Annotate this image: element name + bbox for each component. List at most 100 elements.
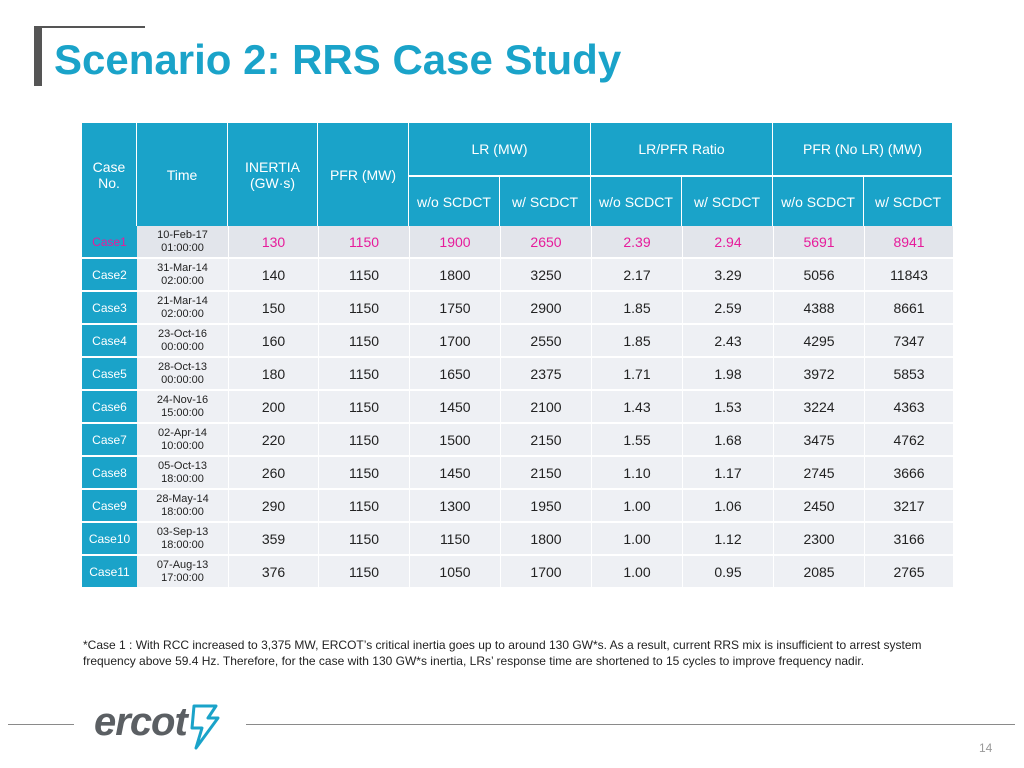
cell-lr-w: 2650 (500, 226, 591, 259)
case-label: Case1 (82, 226, 137, 259)
cell-ratio-wo: 1.55 (591, 424, 682, 457)
cell-ratio-w: 1.12 (682, 523, 774, 556)
header-lr-pfr-ratio: LR/PFR Ratio (591, 123, 774, 175)
case-clock: 17:00:00 (161, 571, 204, 584)
cell-nolr-w: 3166 (864, 523, 954, 556)
cell-lr-wo: 1150 (409, 523, 500, 556)
case-date: 31-Mar-14 (157, 261, 208, 274)
cell-nolr-wo: 2085 (773, 556, 865, 589)
cell-lr-wo: 1800 (409, 259, 500, 292)
cell-pfr: 1150 (318, 226, 409, 259)
cell-lr-w: 2900 (500, 292, 591, 325)
cell-lr-wo: 1500 (409, 424, 500, 457)
cell-ratio-w: 1.98 (682, 358, 774, 391)
table-row: Case11 07-Aug-13 17:00:00 376 1150 1050 1700 1.… (82, 556, 954, 589)
subheader-nolr-wo-scdct: w/o SCDCT (773, 175, 865, 226)
cell-ratio-w: 2.43 (682, 325, 774, 358)
cell-lr-w: 2150 (500, 424, 591, 457)
cell-lr-wo: 1650 (409, 358, 500, 391)
case-label: Case2 (82, 259, 137, 292)
cell-ratio-wo: 1.10 (591, 457, 682, 490)
case-date: 02-Apr-14 (158, 426, 207, 439)
subheader-nolr-w-scdct: w/ SCDCT (864, 175, 954, 226)
case-time: 28-Oct-13 00:00:00 (137, 358, 228, 391)
case-time: 28-May-14 18:00:00 (137, 490, 228, 523)
table-row: Case6 24-Nov-16 15:00:00 200 1150 1450 2100 1.4… (82, 391, 954, 424)
title-accent-bar (34, 26, 42, 86)
cell-pfr: 1150 (318, 490, 409, 523)
case-time: 03-Sep-13 18:00:00 (137, 523, 228, 556)
cell-nolr-w: 3217 (864, 490, 954, 523)
case-clock: 00:00:00 (161, 340, 204, 353)
cell-pfr: 1150 (318, 292, 409, 325)
case-label: Case11 (82, 556, 137, 589)
cell-inertia: 200 (228, 391, 318, 424)
case-clock: 00:00:00 (161, 373, 204, 386)
case-date: 03-Sep-13 (156, 525, 209, 538)
cell-pfr: 1150 (318, 325, 409, 358)
cell-pfr: 1150 (318, 259, 409, 292)
case-time: 24-Nov-16 15:00:00 (137, 391, 228, 424)
cell-nolr-wo: 2450 (773, 490, 865, 523)
cell-ratio-wo: 2.17 (591, 259, 682, 292)
cell-ratio-wo: 1.00 (591, 523, 682, 556)
cell-lr-wo: 1450 (409, 391, 500, 424)
cell-lr-wo: 1450 (409, 457, 500, 490)
case-clock: 18:00:00 (161, 505, 204, 518)
case-date: 21-Mar-14 (157, 294, 208, 307)
rrs-case-table: Case No. Time INERTIA (GW·s) PFR (MW) LR… (82, 123, 954, 589)
cell-lr-w: 2550 (500, 325, 591, 358)
cell-inertia: 290 (228, 490, 318, 523)
cell-nolr-wo: 4295 (773, 325, 865, 358)
logo-wordmark: ercot (94, 700, 188, 744)
cell-lr-w: 3250 (500, 259, 591, 292)
case-date: 23-Oct-16 (158, 327, 207, 340)
cell-pfr: 1150 (318, 523, 409, 556)
cell-nolr-wo: 5691 (773, 226, 865, 259)
case-date: 07-Aug-13 (156, 558, 209, 571)
cell-ratio-wo: 2.39 (591, 226, 682, 259)
case-clock: 01:00:00 (161, 241, 204, 254)
case-label: Case3 (82, 292, 137, 325)
cell-inertia: 150 (228, 292, 318, 325)
cell-lr-w: 2150 (500, 457, 591, 490)
cell-ratio-w: 1.53 (682, 391, 774, 424)
title-top-rule (34, 26, 145, 28)
case-clock: 10:00:00 (161, 439, 204, 452)
cell-nolr-w: 5853 (864, 358, 954, 391)
cell-lr-w: 2100 (500, 391, 591, 424)
cell-pfr: 1150 (318, 457, 409, 490)
table-row: Case1 10-Feb-17 01:00:00 130 1150 1900 2650 2.3… (82, 226, 954, 259)
cell-ratio-w: 2.94 (682, 226, 774, 259)
case-label: Case5 (82, 358, 137, 391)
case-label: Case4 (82, 325, 137, 358)
case-date: 28-Oct-13 (158, 360, 207, 373)
cell-inertia: 359 (228, 523, 318, 556)
footer-rule-left (8, 724, 74, 725)
cell-inertia: 376 (228, 556, 318, 589)
case-time: 23-Oct-16 00:00:00 (137, 325, 228, 358)
case-clock: 15:00:00 (161, 406, 204, 419)
table-row: Case2 31-Mar-14 02:00:00 140 1150 1800 3250 2.1… (82, 259, 954, 292)
table-row: Case3 21-Mar-14 02:00:00 150 1150 1750 2900 1.8… (82, 292, 954, 325)
subheader-ratio-wo-scdct: w/o SCDCT (591, 175, 682, 226)
case-time: 31-Mar-14 02:00:00 (137, 259, 228, 292)
cell-ratio-wo: 1.85 (591, 292, 682, 325)
cell-ratio-w: 1.06 (682, 490, 774, 523)
cell-pfr: 1150 (318, 391, 409, 424)
table-row: Case5 28-Oct-13 00:00:00 180 1150 1650 2375 1.7… (82, 358, 954, 391)
page-number: 14 (979, 741, 993, 755)
case-clock: 02:00:00 (161, 307, 204, 320)
table-row: Case9 28-May-14 18:00:00 290 1150 1300 1950 1.0… (82, 490, 954, 523)
table-row: Case7 02-Apr-14 10:00:00 220 1150 1500 2150 1.5… (82, 424, 954, 457)
case-date: 05-Oct-13 (158, 459, 207, 472)
case-clock: 18:00:00 (161, 472, 204, 485)
header-inertia: INERTIA (GW·s) (228, 123, 318, 226)
cell-inertia: 260 (228, 457, 318, 490)
cell-ratio-w: 1.17 (682, 457, 774, 490)
case-label: Case7 (82, 424, 137, 457)
cell-nolr-wo: 3475 (773, 424, 865, 457)
cell-lr-w: 1950 (500, 490, 591, 523)
cell-nolr-wo: 5056 (773, 259, 865, 292)
cell-nolr-w: 8941 (864, 226, 954, 259)
